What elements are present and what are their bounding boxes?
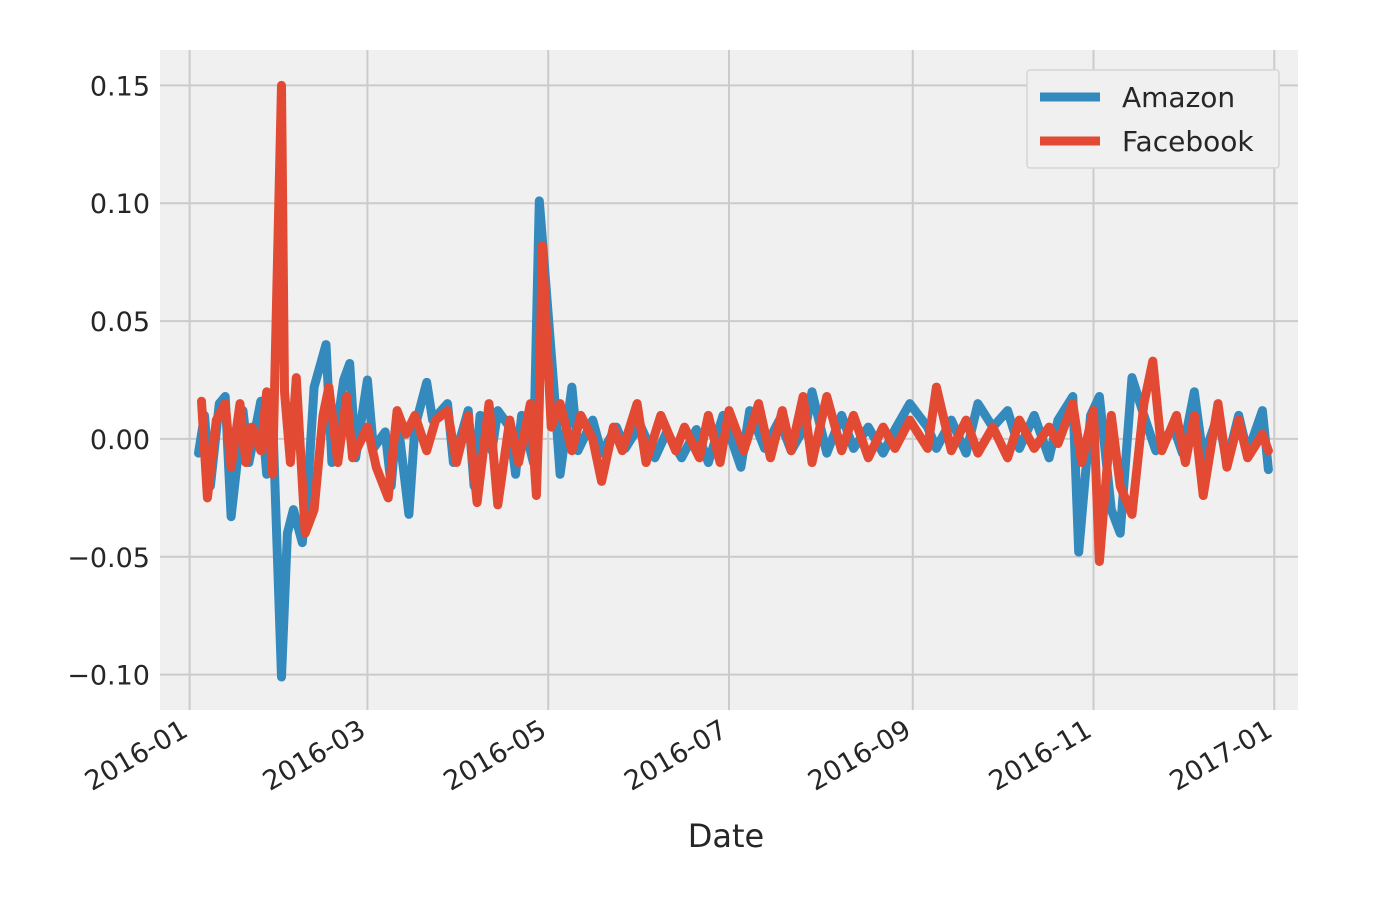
x-tick-label: 2016-03	[258, 714, 371, 797]
x-tick-label: 2016-07	[619, 714, 732, 797]
y-tick-label: −0.05	[67, 543, 150, 574]
x-tick-label: 2016-01	[80, 714, 193, 797]
y-tick-label: 0.15	[90, 71, 150, 102]
x-tick-label: 2016-11	[984, 714, 1097, 797]
x-tick-label: 2017-01	[1165, 714, 1278, 797]
legend-label-amazon: Amazon	[1122, 81, 1235, 114]
series-layer	[194, 80, 1273, 682]
x-tick-label: 2016-05	[439, 714, 552, 797]
x-axis: 2016-01 2016-03 2016-05 2016-07 2016-09 2016-…	[80, 714, 1278, 797]
grid	[160, 50, 1298, 710]
series-line-facebook	[197, 80, 1273, 566]
y-tick-label: −0.10	[67, 661, 150, 692]
y-tick-label: 0.00	[90, 425, 150, 456]
y-tick-label: 0.05	[90, 307, 150, 338]
legend: Amazon Facebook	[1026, 69, 1280, 169]
legend-label-facebook: Facebook	[1122, 125, 1254, 158]
y-tick-label: 0.10	[90, 189, 150, 220]
x-tick-label: 2016-09	[803, 714, 916, 797]
x-axis-title: Date	[688, 817, 764, 855]
y-axis: 0.15 0.10 0.05 0.00 −0.05 −0.10	[67, 71, 150, 691]
